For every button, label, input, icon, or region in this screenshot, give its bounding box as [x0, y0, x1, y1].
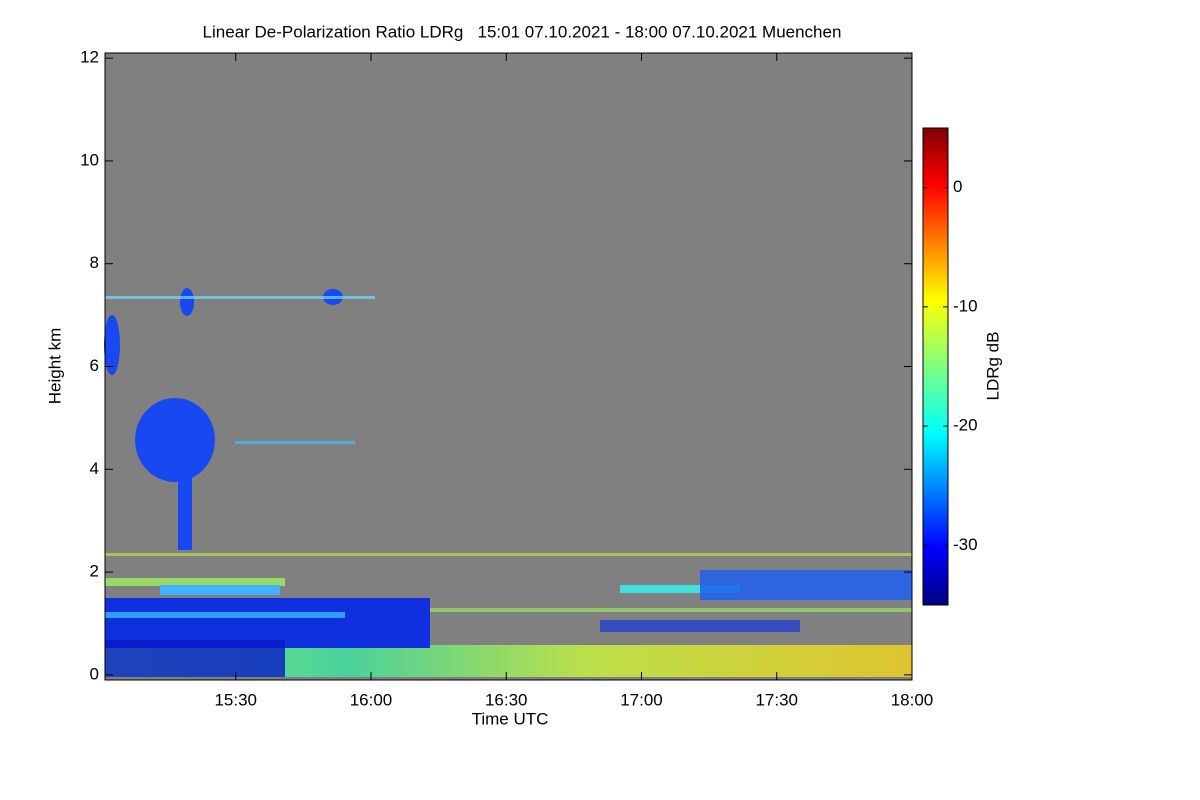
chart-title: Linear De-Polarization Ratio LDRg 15:01 … [203, 22, 842, 41]
colorbar-tick-label: -30 [953, 535, 978, 554]
colorbar-tick-label: -20 [953, 416, 978, 435]
colorbar-tick-label: -10 [953, 296, 978, 315]
colorbar [922, 127, 949, 606]
x-tick-label: 15:30 [214, 690, 257, 709]
y-tick-label: 8 [90, 253, 99, 272]
x-tick-label: 16:30 [485, 690, 528, 709]
echo-decoration [104, 288, 912, 677]
y-tick-label: 2 [90, 562, 99, 581]
colorbar-tick-label: 0 [953, 177, 962, 196]
y-axis-label: Height km [45, 328, 64, 405]
x-tick-label: 17:00 [620, 690, 663, 709]
x-tick-label: 16:00 [350, 690, 393, 709]
y-tick-label: 10 [80, 150, 99, 169]
y-tick-label: 12 [80, 48, 99, 67]
plot-area [104, 52, 913, 681]
x-tick-label: 18:00 [891, 690, 934, 709]
colorbar-label: LDRg dB [983, 332, 1002, 401]
x-tick-label: 17:30 [755, 690, 798, 709]
y-tick-label: 0 [90, 664, 99, 683]
x-axis-label: Time UTC [472, 709, 549, 728]
y-tick-label: 6 [90, 356, 99, 375]
y-tick-label: 4 [90, 459, 99, 478]
